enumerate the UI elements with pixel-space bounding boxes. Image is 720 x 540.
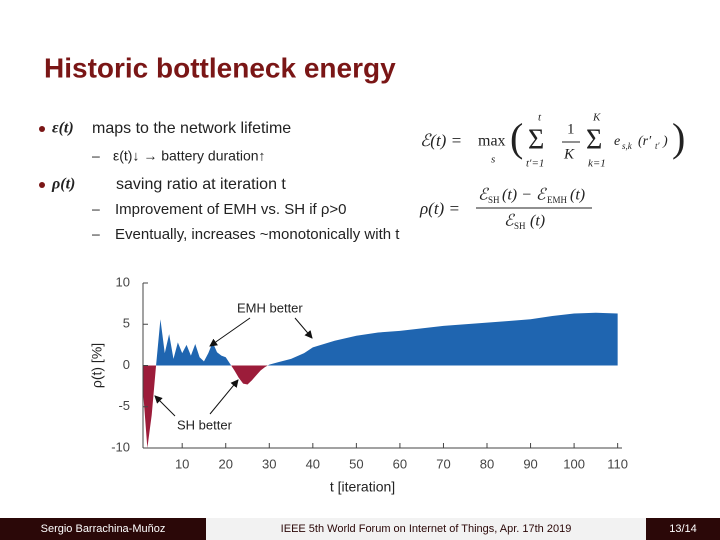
bullet-dot [39,182,45,188]
formula-text: k=1 [588,158,606,170]
formula-text: (r′ [638,134,652,149]
footer-right [646,518,720,540]
bullet-text: maps to the network lifetime [92,120,291,137]
x-axis-label: t [iteration] [330,479,395,495]
x-tick-label: 20 [219,456,233,471]
bullet-text: saving ratio at iteration t [116,176,286,193]
formula-text: ℰ(t) = [420,131,462,150]
formula-text: ℰ [504,213,516,230]
x-tick-label: 110 [607,456,628,471]
formula-text: ρ(t) = [419,199,460,218]
formula-text: e [614,134,620,149]
formula-2: ρ(t) = ℰ SH (t) − ℰ EMH (t) ℰ SH (t) [419,187,592,231]
formula-text: t [538,112,542,124]
bullet-term: ε(t) [52,120,74,137]
formula-text: ) [662,134,668,149]
arrow [209,317,251,347]
bullet-term: ρ(t) [51,176,75,193]
sigma: Σ [528,124,544,155]
x-tick-label: 70 [436,456,450,471]
dash: – [92,148,100,164]
annotation: SH better [177,417,233,432]
formula-text: s [491,154,495,166]
formula-text: SH [514,221,526,231]
footer-author: Sergio Barrachina-Muñoz [41,523,166,535]
formula-text: SH [488,195,500,205]
formula-text: EMH [547,195,568,205]
x-tick-label: 10 [175,456,189,471]
arrow [154,395,176,417]
x-tick-label: 50 [349,456,363,471]
dash: – [92,226,100,242]
formula-text: t′ [655,141,661,151]
x-tick-label: 80 [480,456,494,471]
y-tick-label: 10 [116,274,130,289]
paren: ( [510,115,523,160]
bullet-dot [39,126,45,132]
slide-title: Historic bottleneck energy [44,52,396,83]
x-tick-label: 90 [523,456,537,471]
sub-bullet: Improvement of EMH vs. SH if ρ>0 [115,201,347,218]
y-tick-label: 0 [123,357,130,372]
y-tick-label: 5 [123,316,130,331]
formula-text: s,k [622,141,633,151]
formula-text: 1 [567,121,575,137]
annotation: EMH better [237,300,303,315]
footer-page: 13/14 [669,523,697,535]
x-tick-label: 30 [262,456,276,471]
sub-bullet: Eventually, increases ~monotonically wit… [115,226,400,243]
formula-text: (t) − ℰ [502,187,548,204]
footer-left [0,518,206,540]
area [143,312,618,448]
arrow [209,379,239,415]
sub-bullet: ε(t)↓ → battery duration↑ [113,148,266,164]
y-tick-label: -10 [111,439,130,454]
y-axis-label: ρ(t) [%] [89,343,105,388]
formula-text: (t) [570,187,585,204]
arrow [294,317,313,339]
x-tick-label: 100 [563,456,585,471]
formula-text: max [478,133,506,150]
footer-middle [206,518,646,540]
sigma: Σ [586,124,602,155]
dash: – [92,201,100,217]
y-tick-label: -5 [118,398,130,413]
formula-text: K [592,112,601,124]
formula-text: t′=1 [526,158,544,170]
formula-text: (t) [530,213,545,230]
formula-text: ℰ [478,187,490,204]
formula-1: ℰ(t) = max s ( Σ t t′=1 1 K Σ K k=1 e s,… [420,112,685,170]
x-tick-label: 40 [306,456,320,471]
formula-text: K [563,146,575,162]
paren: ) [672,115,685,160]
footer-event: IEEE 5th World Forum on Internet of Thin… [281,523,572,535]
x-tick-label: 60 [393,456,407,471]
